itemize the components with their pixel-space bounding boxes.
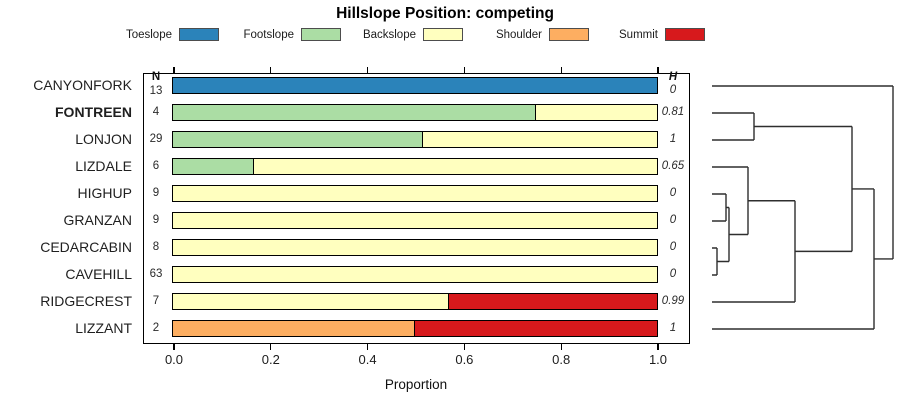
x-tick-bottom xyxy=(560,344,562,350)
h-column-header: H xyxy=(668,71,678,83)
legend-swatch-backslope xyxy=(423,28,463,41)
legend-entry-summit: Summit xyxy=(558,27,705,42)
x-tick-top xyxy=(173,67,175,73)
bar-row-cedarcabin xyxy=(172,238,658,256)
x-tick-label: 0.6 xyxy=(455,352,474,367)
x-tick-top xyxy=(463,67,466,73)
x-tick-top xyxy=(657,67,659,73)
bar-row-fontreen xyxy=(172,103,658,121)
x-tick-label: 0.4 xyxy=(358,352,377,367)
bar-row-ridgecrest xyxy=(172,292,658,310)
h-value-lizzant: 1 xyxy=(669,322,677,334)
legend-entry-toeslope: Toeslope xyxy=(72,27,219,42)
bar-segment-footslope xyxy=(173,158,254,174)
n-value-lonjon: 29 xyxy=(149,133,163,145)
n-value-canyonfork: 13 xyxy=(149,85,163,97)
h-value-highup: 0 xyxy=(669,187,677,199)
x-axis-title: Proportion xyxy=(384,377,448,392)
x-tick-bottom xyxy=(270,344,272,350)
n-value-cavehill: 63 xyxy=(149,268,163,280)
n-value-cedarcabin: 8 xyxy=(152,241,160,253)
legend-label-footslope: Footslope xyxy=(243,28,294,41)
site-label-highup: HIGHUP xyxy=(77,185,132,201)
h-value-ridgecrest: 0.99 xyxy=(661,295,685,307)
h-value-lizdale: 0.65 xyxy=(661,160,685,172)
site-label-lonjon: LONJON xyxy=(75,131,132,147)
site-label-lizdale: LIZDALE xyxy=(75,158,132,174)
site-label-lizzant: LIZZANT xyxy=(75,320,132,336)
bar-row-canyonfork xyxy=(172,76,658,94)
n-value-fontreen: 4 xyxy=(152,106,160,118)
n-value-ridgecrest: 7 xyxy=(152,295,160,307)
legend-label-toeslope: Toeslope xyxy=(125,28,172,41)
site-label-fontreen: FONTREEN xyxy=(55,104,132,120)
site-label-ridgecrest: RIDGECREST xyxy=(40,293,132,309)
bar-row-lizdale xyxy=(172,157,658,175)
bar-row-cavehill xyxy=(172,265,658,283)
site-label-cedarcabin: CEDARCABIN xyxy=(40,239,132,255)
legend-swatch-shoulder xyxy=(549,28,589,41)
bar-row-granzan xyxy=(172,211,658,229)
h-value-cavehill: 0 xyxy=(669,268,677,280)
bar-segment-toeslope xyxy=(173,77,657,93)
x-tick-bottom xyxy=(366,344,369,350)
site-label-granzan: GRANZAN xyxy=(63,212,132,228)
bar-row-lonjon xyxy=(172,130,658,148)
bar-segment-backslope xyxy=(423,131,657,147)
chart-title: Hillslope Position: competing xyxy=(336,5,554,22)
x-tick-label: 0.0 xyxy=(164,352,184,367)
bar-segment-backslope xyxy=(536,104,657,120)
x-tick-label: 0.8 xyxy=(552,352,571,367)
bar-segment-footslope xyxy=(173,104,536,120)
h-value-granzan: 0 xyxy=(669,214,677,226)
site-label-canyonfork: CANYONFORK xyxy=(33,77,132,93)
x-tick-label: 0.2 xyxy=(261,352,280,367)
n-value-lizdale: 6 xyxy=(152,160,160,172)
dendrogram-lines xyxy=(712,85,894,330)
legend-swatch-summit xyxy=(665,28,705,41)
x-tick-top xyxy=(270,67,272,73)
x-tick-bottom xyxy=(173,344,175,350)
bar-segment-backslope xyxy=(173,293,450,309)
legend-label-shoulder: Shoulder xyxy=(495,28,542,41)
bar-segment-summit xyxy=(449,293,657,309)
legend-entry-backslope: Backslope xyxy=(316,27,463,42)
h-value-lonjon: 1 xyxy=(669,133,677,145)
bar-segment-shoulder xyxy=(173,320,415,336)
x-tick-top xyxy=(560,67,562,73)
x-tick-label: 1.0 xyxy=(648,352,668,367)
bar-segment-backslope xyxy=(173,185,657,201)
h-value-fontreen: 0.81 xyxy=(661,106,685,118)
bar-segment-backslope xyxy=(173,239,657,255)
legend-entry-footslope: Footslope xyxy=(194,27,341,42)
bar-segment-backslope xyxy=(253,158,657,174)
legend-swatch-footslope xyxy=(301,28,341,41)
n-value-granzan: 9 xyxy=(152,214,160,226)
bar-row-highup xyxy=(172,184,658,202)
legend-entry-shoulder: Shoulder xyxy=(442,27,589,42)
x-tick-top xyxy=(366,67,369,73)
n-value-lizzant: 2 xyxy=(152,322,160,334)
bar-segment-backslope xyxy=(173,266,657,282)
n-column-header: N xyxy=(151,71,161,83)
legend-swatch-toeslope xyxy=(179,28,219,41)
h-value-canyonfork: 0 xyxy=(669,84,677,96)
legend-label-summit: Summit xyxy=(619,28,658,41)
bar-segment-footslope xyxy=(173,131,424,147)
bar-row-lizzant xyxy=(172,319,658,337)
x-tick-bottom xyxy=(463,344,466,350)
x-tick-bottom xyxy=(657,344,659,350)
legend-label-backslope: Backslope xyxy=(362,28,416,41)
site-label-cavehill: CAVEHILL xyxy=(65,266,132,282)
h-value-cedarcabin: 0 xyxy=(669,241,677,253)
n-value-highup: 9 xyxy=(152,187,160,199)
bar-segment-summit xyxy=(415,320,657,336)
bar-segment-backslope xyxy=(173,212,657,228)
